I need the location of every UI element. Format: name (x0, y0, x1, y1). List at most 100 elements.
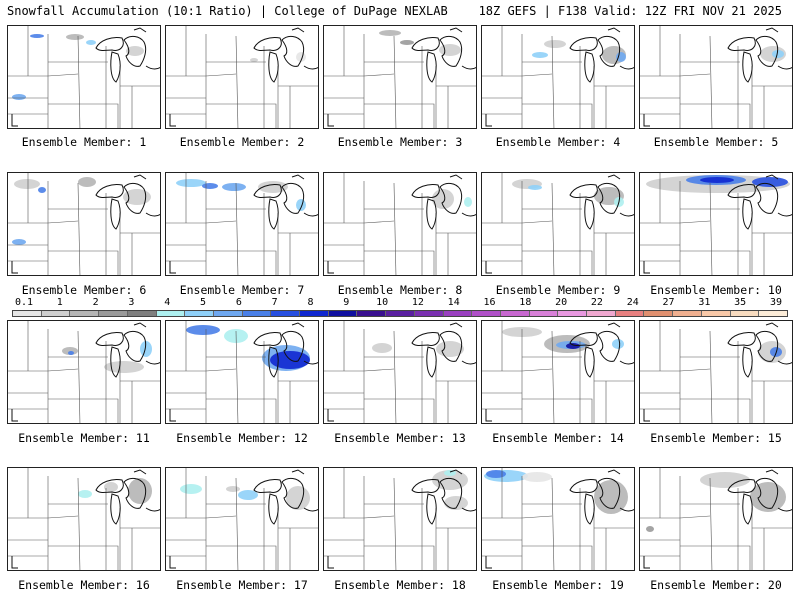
legend-swatch (644, 311, 674, 316)
snowfall-area (522, 472, 552, 482)
legend-swatch (701, 311, 731, 316)
ensemble-map-panel (165, 172, 319, 276)
midwest-map-icon (166, 468, 318, 570)
midwest-map-icon (640, 468, 792, 570)
legend-swatch (328, 311, 358, 316)
legend-value: 24 (626, 297, 639, 308)
run-info: 18Z GEFS | F138 Valid: 12Z FRI NOV 21 20… (478, 4, 782, 18)
ensemble-member-label: Ensemble Member: 20 (650, 578, 782, 592)
legend-value: 0.1 (14, 297, 34, 308)
midwest-map-icon (324, 468, 476, 570)
legend-swatch (70, 311, 100, 316)
snowfall-area (258, 181, 288, 193)
snowfall-area (202, 183, 218, 189)
snowfall-area (140, 341, 152, 357)
snowfall-area (12, 239, 26, 245)
ensemble-member-label: Ensemble Member: 11 (18, 431, 150, 445)
ensemble-member-label: Ensemble Member: 1 (21, 135, 147, 149)
legend-value: 27 (662, 297, 675, 308)
midwest-map-icon (640, 173, 792, 275)
snowfall-area (104, 361, 144, 373)
legend-swatch (414, 311, 444, 316)
ensemble-map-panel (639, 25, 793, 129)
legend-swatch (759, 311, 787, 316)
legend-swatch (271, 311, 301, 316)
legend-swatch (242, 311, 272, 316)
legend-value: 1 (56, 297, 63, 308)
snowfall-area (66, 34, 84, 40)
ensemble-member-label: Ensemble Member: 5 (653, 135, 779, 149)
legend-value: 18 (519, 297, 532, 308)
ensemble-member-label: Ensemble Member: 12 (176, 431, 308, 445)
midwest-map-icon (324, 321, 476, 423)
legend-swatch (472, 311, 501, 316)
midwest-map-icon (324, 173, 476, 275)
snowfall-area (750, 482, 786, 512)
ensemble-map-panel (7, 467, 161, 571)
snowfall-area (464, 197, 472, 207)
snowfall-area (250, 58, 258, 62)
legend-value: 22 (590, 297, 603, 308)
legend-swatch (500, 311, 530, 316)
ensemble-member-label: Ensemble Member: 16 (18, 578, 150, 592)
ensemble-member-label: Ensemble Member: 3 (337, 135, 463, 149)
snowfall-area (78, 177, 96, 187)
ensemble-member-label: Ensemble Member: 8 (337, 283, 463, 297)
snowfall-area (222, 183, 246, 191)
legend-swatch (730, 311, 760, 316)
snowfall-area (176, 179, 206, 187)
legend-value: 10 (376, 297, 389, 308)
legend-value: 8 (307, 297, 314, 308)
legend-swatch (386, 311, 415, 316)
ensemble-member-label: Ensemble Member: 10 (650, 283, 782, 297)
legend-value: 9 (343, 297, 350, 308)
snowfall-area (128, 478, 152, 504)
legend-value: 7 (271, 297, 278, 308)
legend-value: 6 (235, 297, 242, 308)
snowfall-area (528, 185, 542, 190)
ensemble-member-label: Ensemble Member: 2 (179, 135, 305, 149)
ensemble-member-label: Ensemble Member: 6 (21, 283, 147, 297)
legend-swatch (13, 311, 42, 316)
snowfall-area (486, 470, 506, 478)
snowfall-area (372, 343, 392, 353)
snowfall-area (123, 189, 151, 205)
snowfall-area (400, 40, 414, 45)
snowfall-area (296, 199, 306, 211)
snowfall-area (186, 325, 220, 335)
legend-value: 39 (769, 297, 783, 308)
legend-value: 35 (734, 297, 747, 308)
snowfall-area (612, 339, 624, 349)
midwest-map-icon (324, 26, 476, 128)
snowfall-area (532, 52, 548, 58)
snowfall-area (594, 480, 628, 514)
ensemble-member-label: Ensemble Member: 17 (176, 578, 308, 592)
midwest-map-icon (166, 26, 318, 128)
legend-labels: 0.1 1 2 3 4 5 6 7 8 9 10 12 14 16 18 20 22 24 27 31 35 39 (14, 297, 786, 310)
legend-value: 2 (92, 297, 99, 308)
legend-swatch (558, 311, 588, 316)
snowfall-area (30, 34, 44, 38)
midwest-map-icon (482, 321, 634, 423)
ensemble-map-panel (7, 320, 161, 424)
midwest-map-icon (482, 26, 634, 128)
snowfall-area (12, 94, 26, 100)
ensemble-member-label: Ensemble Member: 13 (334, 431, 466, 445)
ensemble-map-panel (639, 320, 793, 424)
legend-value: 16 (483, 297, 496, 308)
ensemble-map-panel (323, 172, 477, 276)
snowfall-area (700, 472, 750, 488)
snowfall-area (78, 490, 92, 498)
snowfall-area (226, 486, 240, 492)
legend-value: 5 (200, 297, 207, 308)
snowfall-area (752, 177, 788, 187)
legend-value: 14 (447, 297, 460, 308)
ensemble-map-panel (7, 25, 161, 129)
midwest-map-icon (8, 26, 160, 128)
snowfall-area (68, 351, 74, 355)
midwest-map-icon (482, 173, 634, 275)
ensemble-member-label: Ensemble Member: 18 (334, 578, 466, 592)
legend-swatch (41, 311, 71, 316)
legend-swatch (127, 311, 157, 316)
snowfall-area (379, 30, 401, 36)
